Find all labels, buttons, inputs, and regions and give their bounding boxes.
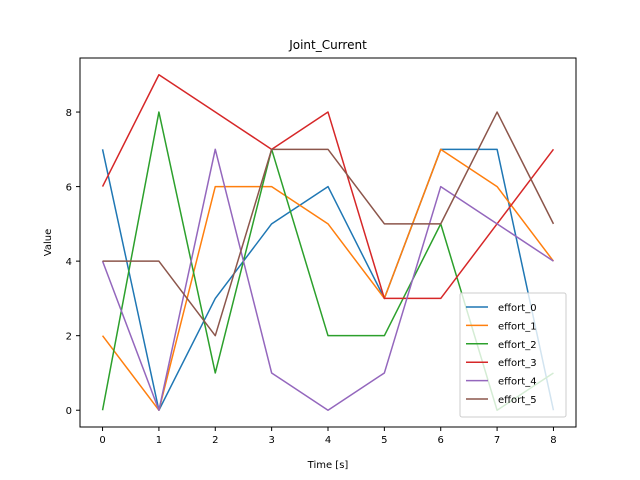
- x-axis: 0 1 2 3 4 5 6 7 8: [99, 427, 557, 446]
- x-tick-label: 0: [99, 435, 105, 446]
- x-tick-label: 6: [438, 435, 444, 446]
- x-tick-label: 3: [268, 435, 274, 446]
- x-tick-label: 4: [325, 435, 331, 446]
- y-axis: 0 2 4 6 8: [66, 108, 80, 417]
- legend-label: effort_0: [498, 303, 537, 314]
- x-tick-label: 2: [212, 435, 218, 446]
- y-axis-label: Value: [43, 229, 54, 256]
- x-tick-label: 1: [156, 435, 162, 446]
- legend-box: [459, 292, 567, 418]
- y-tick-label: 0: [66, 406, 72, 417]
- y-tick-label: 2: [66, 332, 72, 343]
- series-line-effort-1: [101, 148, 555, 411]
- y-tick-label: 8: [66, 108, 72, 119]
- x-tick-label: 8: [550, 435, 556, 446]
- y-tick-label: 4: [66, 257, 72, 268]
- series-line-effort-5: [102, 111, 555, 337]
- legend-label: effort_2: [498, 340, 537, 351]
- legend-label: effort_4: [498, 377, 537, 388]
- plot-lines: [101, 74, 555, 411]
- legend-label: effort_1: [498, 321, 537, 332]
- series-line-effort-3: [101, 74, 555, 300]
- legend: effort_0 effort_1 effort_2 effort_3 effort_4…: [459, 292, 567, 418]
- chart-title: Joint_Current: [288, 38, 367, 52]
- legend-label: effort_3: [498, 358, 537, 369]
- y-tick-label: 6: [66, 183, 72, 194]
- series-line-effort-4: [101, 148, 554, 411]
- x-tick-label: 7: [494, 435, 500, 446]
- legend-label: effort_5: [498, 395, 537, 406]
- x-axis-label: Time [s]: [307, 460, 349, 471]
- x-tick-label: 5: [381, 435, 387, 446]
